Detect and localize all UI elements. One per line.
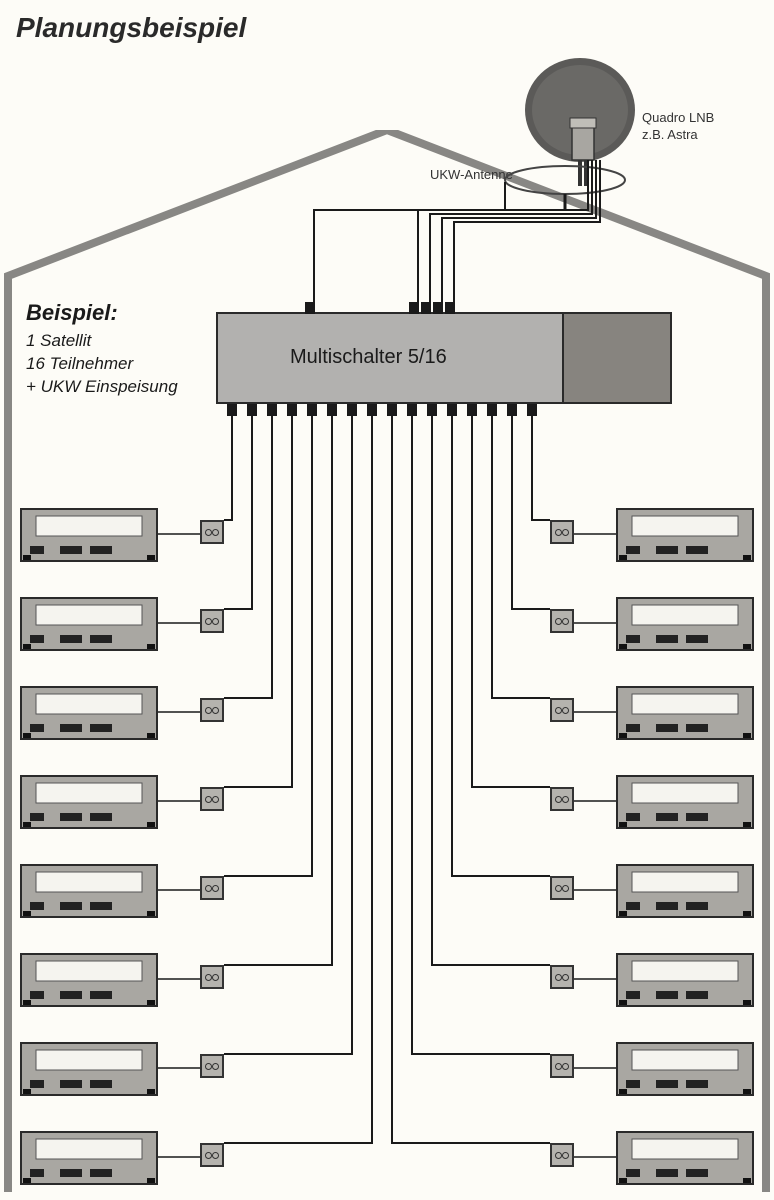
receiver-box xyxy=(20,686,158,740)
wall-socket xyxy=(200,787,224,811)
wall-socket xyxy=(200,965,224,989)
multiswitch-output-port xyxy=(247,404,257,416)
wall-socket xyxy=(550,1054,574,1078)
multiswitch-input-port xyxy=(433,302,443,314)
multiswitch-output-port xyxy=(467,404,477,416)
receiver-box xyxy=(616,953,754,1007)
wall-socket xyxy=(550,965,574,989)
wall-socket xyxy=(550,609,574,633)
wall-socket xyxy=(550,698,574,722)
wall-socket xyxy=(200,698,224,722)
receiver-box xyxy=(20,775,158,829)
wall-socket xyxy=(200,876,224,900)
multiswitch-output-port xyxy=(487,404,497,416)
wall-socket xyxy=(550,876,574,900)
multiswitch-label: Multischalter 5/16 xyxy=(290,346,447,369)
receiver-box xyxy=(616,686,754,740)
lnb-label-line: Quadro LNB xyxy=(642,110,714,125)
wall-socket xyxy=(200,1054,224,1078)
house-outline xyxy=(4,130,770,1196)
wall-socket xyxy=(550,1143,574,1167)
example-line: 1 Satellit xyxy=(26,330,178,353)
satellite-dish-icon xyxy=(520,56,650,196)
example-heading: Beispiel: xyxy=(26,300,178,326)
multiswitch-output-port xyxy=(227,404,237,416)
multiswitch-output-port xyxy=(527,404,537,416)
receiver-box xyxy=(616,775,754,829)
multiswitch-input-port xyxy=(421,302,431,314)
receiver-box xyxy=(20,1042,158,1096)
page-title: Planungsbeispiel xyxy=(16,12,246,44)
wall-socket xyxy=(550,787,574,811)
multiswitch-output-port xyxy=(427,404,437,416)
multiswitch-output-port xyxy=(287,404,297,416)
multiswitch-output-port xyxy=(307,404,317,416)
multiswitch-output-port xyxy=(407,404,417,416)
receiver-box xyxy=(20,953,158,1007)
receiver-box xyxy=(616,597,754,651)
multiswitch-output-port xyxy=(347,404,357,416)
receiver-box xyxy=(616,508,754,562)
receiver-box xyxy=(616,864,754,918)
example-line: 16 Teilnehmer xyxy=(26,353,178,376)
wall-socket xyxy=(200,520,224,544)
multiswitch-output-port xyxy=(327,404,337,416)
receiver-box xyxy=(616,1131,754,1185)
receiver-box xyxy=(20,1131,158,1185)
multiswitch-input-port xyxy=(445,302,455,314)
lnb-label: Quadro LNB z.B. Astra xyxy=(642,110,714,144)
multiswitch-input-port xyxy=(305,302,315,314)
receiver-box xyxy=(616,1042,754,1096)
multiswitch-input-port xyxy=(409,302,419,314)
receiver-box xyxy=(20,864,158,918)
wall-socket xyxy=(200,1143,224,1167)
example-caption: Beispiel: 1 Satellit 16 Teilnehmer + UKW… xyxy=(26,300,178,399)
ukw-antenna-label: UKW-Antenne xyxy=(430,167,513,182)
example-line: + UKW Einspeisung xyxy=(26,376,178,399)
wall-socket xyxy=(200,609,224,633)
receiver-box xyxy=(20,508,158,562)
multiswitch-output-port xyxy=(367,404,377,416)
multiswitch-output-port xyxy=(387,404,397,416)
multiswitch-output-port xyxy=(507,404,517,416)
multiswitch-output-port xyxy=(447,404,457,416)
wall-socket xyxy=(550,520,574,544)
lnb-label-line: z.B. Astra xyxy=(642,127,698,142)
receiver-box xyxy=(20,597,158,651)
multiswitch-output-port xyxy=(267,404,277,416)
multiswitch-psu xyxy=(562,312,672,404)
